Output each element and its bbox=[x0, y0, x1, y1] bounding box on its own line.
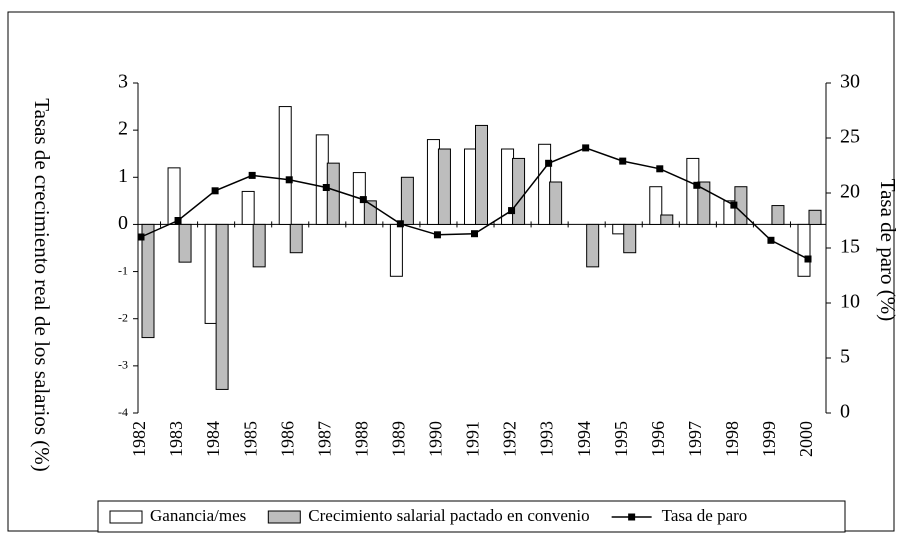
legend-box bbox=[97, 500, 846, 533]
marker bbox=[767, 236, 775, 244]
x-tick-label: 1997 bbox=[685, 421, 705, 457]
y-tick-label: -1 bbox=[118, 263, 128, 277]
y-tick-label: 2 bbox=[118, 118, 128, 140]
bar bbox=[538, 143, 552, 225]
bar bbox=[215, 223, 229, 390]
bar bbox=[326, 162, 340, 225]
x-tick-label: 1982 bbox=[129, 421, 149, 457]
legend-swatch bbox=[109, 510, 143, 524]
x-tick-label: 1990 bbox=[426, 421, 446, 457]
x-tick-label: 1989 bbox=[389, 421, 409, 457]
bar bbox=[241, 190, 255, 225]
bar bbox=[797, 223, 811, 277]
bar bbox=[612, 223, 626, 235]
bar bbox=[549, 181, 563, 225]
marker bbox=[433, 231, 441, 239]
bar bbox=[697, 181, 711, 225]
legend-swatch bbox=[267, 510, 301, 524]
x-tick-label: 1993 bbox=[537, 421, 557, 457]
y2-axis-title: Tasa de paro (%) bbox=[876, 179, 900, 322]
marker bbox=[730, 201, 738, 209]
bar bbox=[686, 157, 700, 225]
y-tick-label: -3 bbox=[118, 358, 128, 372]
bar bbox=[623, 223, 637, 254]
bar bbox=[649, 186, 663, 225]
y2-tick-label: 10 bbox=[840, 291, 860, 313]
legend-label: Crecimiento salarial pactado en convenio bbox=[308, 506, 589, 525]
x-tick-label: 1992 bbox=[500, 421, 520, 457]
marker bbox=[174, 217, 182, 224]
x-tick-label: 1987 bbox=[314, 421, 334, 457]
marker bbox=[545, 159, 553, 167]
y2-tick-label: 20 bbox=[840, 181, 860, 203]
legend-label: Tasa de paro bbox=[662, 506, 748, 525]
bar bbox=[178, 223, 192, 263]
bar bbox=[289, 223, 303, 254]
marker bbox=[656, 165, 664, 173]
marker bbox=[508, 207, 516, 215]
x-tick-label: 1996 bbox=[648, 421, 668, 457]
marker bbox=[248, 171, 256, 179]
y-tick-label: 3 bbox=[118, 71, 128, 93]
marker bbox=[619, 157, 627, 165]
y2-tick-label: 15 bbox=[840, 236, 860, 258]
bar bbox=[660, 214, 674, 225]
x-tick-label: 1988 bbox=[351, 421, 371, 457]
x-tick-label: 1984 bbox=[203, 421, 223, 457]
y-tick-label: 1 bbox=[118, 165, 128, 187]
x-tick-label: 1986 bbox=[277, 421, 297, 457]
bar bbox=[204, 223, 218, 324]
y-tick-label: -4 bbox=[118, 405, 128, 419]
bar bbox=[771, 205, 785, 225]
x-tick-label: 1999 bbox=[759, 421, 779, 457]
marker bbox=[693, 181, 701, 189]
y2-tick-label: 25 bbox=[840, 126, 860, 148]
legend-label: Ganancia/mes bbox=[150, 506, 246, 525]
bar bbox=[278, 106, 292, 225]
bar bbox=[252, 223, 266, 268]
bar bbox=[808, 209, 822, 225]
x-tick-label: 1983 bbox=[166, 421, 186, 457]
bar bbox=[586, 223, 600, 268]
marker bbox=[804, 255, 812, 263]
y-tick-label: 0 bbox=[118, 212, 128, 234]
bar bbox=[167, 167, 181, 225]
marker bbox=[359, 196, 367, 204]
bar bbox=[426, 139, 440, 225]
x-tick-label: 1998 bbox=[722, 421, 742, 457]
bar bbox=[475, 124, 488, 225]
x-tick-label: 1995 bbox=[611, 421, 631, 457]
marker bbox=[137, 233, 145, 241]
y-tick-label: -2 bbox=[118, 310, 128, 324]
marker bbox=[285, 176, 293, 184]
y2-tick-label: 30 bbox=[840, 71, 860, 93]
x-tick-label: 1985 bbox=[240, 421, 260, 457]
bar bbox=[141, 223, 155, 339]
bar bbox=[437, 148, 451, 225]
x-tick-label: 2000 bbox=[796, 421, 816, 457]
y2-tick-label: 0 bbox=[840, 401, 850, 423]
marker bbox=[322, 184, 330, 191]
x-tick-label: 1991 bbox=[463, 421, 483, 457]
y-axis-title: Tasas de crecimiento real de los salario… bbox=[30, 98, 54, 471]
legend-swatch bbox=[628, 513, 636, 521]
y2-tick-label: 5 bbox=[840, 346, 850, 368]
bar bbox=[464, 148, 477, 225]
bar bbox=[512, 157, 526, 225]
bar bbox=[400, 176, 414, 225]
x-tick-label: 1994 bbox=[574, 421, 594, 457]
marker bbox=[396, 220, 404, 228]
marker bbox=[582, 144, 590, 152]
bar bbox=[315, 134, 329, 225]
bar bbox=[389, 223, 403, 277]
marker bbox=[471, 230, 478, 238]
marker bbox=[211, 187, 219, 195]
